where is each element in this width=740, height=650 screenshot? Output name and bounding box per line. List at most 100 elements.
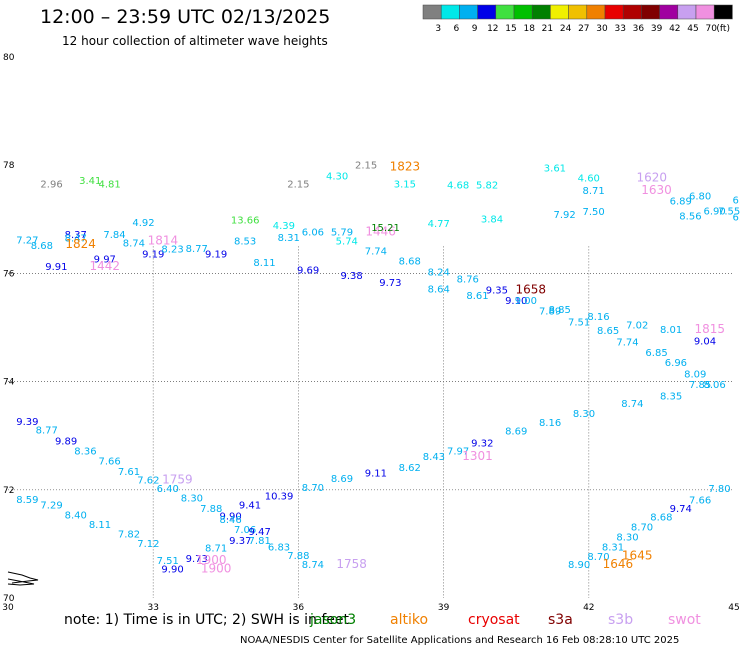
credit-line: NOAA/NESDIS Center for Satellite Applica… [240, 635, 680, 646]
wave-height-value: 7.51 [568, 317, 590, 328]
wave-height-value: 9.69 [297, 265, 319, 276]
wave-height-value: 7.06 [234, 525, 256, 536]
wave-height-value: 8.61 [466, 291, 488, 302]
units-note: note: 1) Time is in UTC; 2) SWH is in fe… [64, 612, 350, 628]
wave-height-value: 8.68 [399, 257, 421, 268]
wave-height-value: 9.47 [249, 527, 271, 538]
longitude-label: 33 [147, 603, 158, 613]
wave-height-value: 8.24 [428, 268, 450, 279]
scale-label: 39 [651, 24, 663, 34]
wave-height-value: 7.55 [718, 206, 740, 217]
scale-swatch [440, 4, 460, 20]
wave-height-value: 8.06 [704, 380, 726, 391]
satellite-pass-time: 1900 [201, 562, 232, 576]
wave-height-value: 3.41 [79, 176, 101, 187]
wave-height-value: 8.43 [423, 452, 445, 463]
wave-height-value: 4.92 [132, 218, 154, 229]
scale-label: 24 [560, 24, 572, 34]
wave-height-value: 8.90 [568, 560, 590, 571]
wave-height-color-scale: 3 6 9 12 15 18 21 24 27 30 33 36 39 42 45 70 (ft) [422, 4, 733, 34]
wave-height-value: 9.73 [186, 554, 208, 565]
scale-label: 30 [596, 24, 608, 34]
wave-height-observations: 2.96 3.414.81 2.15 4.30 2.15 1823 3.15 4.68 5.82… [16, 160, 740, 576]
scale-swatch [422, 4, 442, 20]
wave-height-value: 5.74 [336, 237, 358, 248]
latitude-label: 74 [3, 378, 15, 388]
wave-height-value: 8.77 [186, 244, 208, 255]
satellite-pass-time: 1759 [162, 472, 193, 486]
wave-height-value: 8.16 [587, 312, 609, 323]
wave-height-value: 8.30 [616, 533, 638, 544]
satellite-legend-entry: jason3 [310, 612, 357, 628]
satellite-legend-entry: s3a [548, 612, 573, 628]
wave-height-value: 9.10 [505, 296, 527, 307]
wave-height-value: 8.11 [89, 520, 111, 531]
wave-height-value: 8.71 [205, 543, 227, 554]
scale-label: 21 [542, 24, 553, 34]
wave-height-value: 8.53 [234, 237, 256, 248]
wave-height-value: 8.40 [65, 510, 87, 521]
scale-label: 45 [687, 24, 698, 34]
wave-height-value: 3.61 [544, 164, 566, 175]
wave-height-value: 6.40 [157, 484, 179, 495]
latitude-label: 70 [3, 594, 15, 604]
wave-height-value: 7.02 [626, 321, 648, 332]
scale-swatch [477, 4, 497, 20]
wave-height-value: 5.82 [476, 180, 498, 191]
scale-label: 3 [435, 24, 441, 34]
wave-height-value: 7.12 [137, 539, 159, 550]
wave-height-value: 7.51 [157, 556, 179, 567]
scale-swatch [513, 4, 533, 20]
wave-height-value: 4.39 [273, 221, 295, 232]
wave-height-value: 7.74 [616, 337, 638, 348]
latitude-label: 80 [3, 53, 15, 63]
wave-height-value: 9.90 [220, 512, 242, 523]
wave-height-value: 7.82 [118, 529, 140, 540]
satellite-legend-entry: altiko [390, 612, 429, 628]
wave-height-value: 8.85 [549, 305, 571, 316]
wave-height-value: 6.65 [733, 196, 740, 207]
wave-height-value: 9.73 [379, 278, 401, 289]
latitude-label: 78 [3, 161, 15, 171]
wave-height-value: 7.50 [583, 207, 605, 218]
wave-height-value: 8.30 [573, 409, 595, 420]
wave-height-value: 6.83 [268, 542, 290, 553]
scale-label: 70 [705, 24, 717, 34]
wave-height-value: 6.37 [733, 212, 740, 223]
wave-height-value: 8.09 [684, 369, 706, 380]
wave-height-value: 8.74 [302, 560, 324, 571]
wave-height-value: 8.46 [220, 515, 242, 526]
satellite-pass-time: 1900 [196, 553, 227, 567]
wave-height-value: 8.30 [181, 494, 203, 505]
wave-height-value: 8.77 [36, 426, 58, 437]
satellite-pass-time: 1646 [603, 557, 634, 571]
wave-height-value: 8.16 [539, 418, 561, 429]
wave-height-value: 3.15 [394, 179, 416, 190]
wave-height-value: 8.36 [74, 447, 96, 458]
wave-height-value: 8.69 [331, 474, 353, 485]
wave-height-value: 7.88 [287, 551, 309, 562]
wave-height-value: 4.68 [447, 180, 469, 191]
wave-height-value: 2.96 [40, 179, 62, 190]
satellite-pass-time: 1645 [622, 549, 653, 563]
wave-height-value: 8.68 [31, 241, 53, 252]
scale-label: 42 [669, 24, 680, 34]
wave-height-value: 5.79 [331, 228, 353, 239]
wave-height-value: 4.77 [428, 219, 450, 230]
wave-height-value: 3.84 [481, 215, 503, 226]
scale-swatch [695, 4, 715, 20]
wave-height-value: 13.66 [231, 216, 260, 227]
wave-height-value: 6.96 [665, 358, 687, 369]
satellite-pass-time: 1301 [462, 449, 493, 463]
wave-height-value: 8.47 [65, 233, 87, 244]
wave-height-value: 9.41 [239, 501, 261, 512]
longitude-label: 39 [438, 603, 450, 613]
wave-height-value: 8.56 [679, 211, 701, 222]
satellite-legend-entry: swot [668, 612, 701, 628]
wave-height-value: 8.62 [399, 463, 421, 474]
scale-swatch [604, 4, 624, 20]
wave-height-value: 15.21 [371, 223, 400, 234]
wave-height-value: 6.90 [704, 206, 726, 217]
scale-swatch [622, 4, 642, 20]
